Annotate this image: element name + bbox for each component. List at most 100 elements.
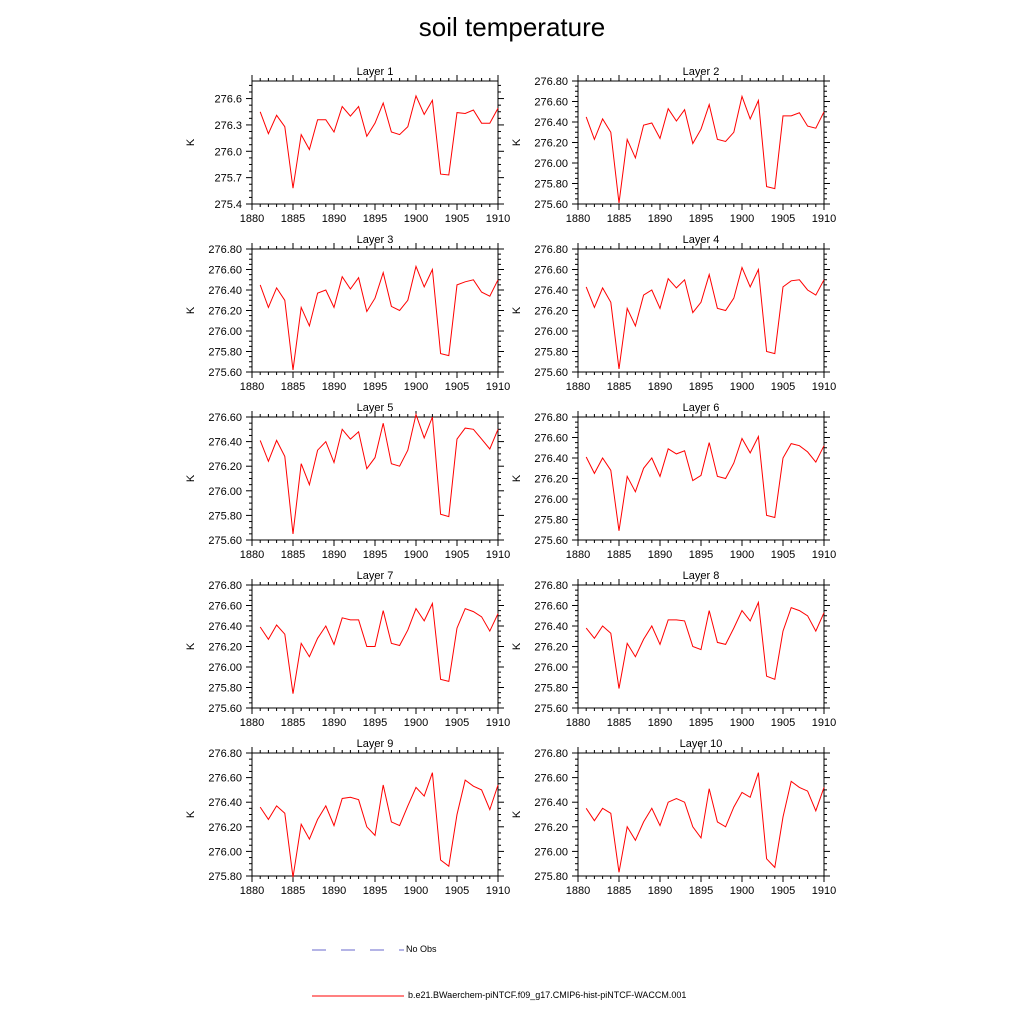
y-tick-label: 276.00 <box>208 486 242 498</box>
plot-frame-layer-5 <box>251 416 499 541</box>
x-tick-label: 1905 <box>771 381 795 393</box>
y-axis-label-layer-3: K <box>185 306 197 314</box>
plot-frame-layer-2 <box>577 80 825 205</box>
y-tick-label: 275.80 <box>534 179 568 191</box>
y-tick-label: 276.60 <box>208 265 242 277</box>
plot-frame-layer-4 <box>577 248 825 373</box>
y-tick-label: 276.60 <box>534 433 568 445</box>
y-axis-label-layer-7: K <box>185 642 197 650</box>
x-tick-label: 1910 <box>812 381 836 393</box>
y-tick-label: 276.80 <box>534 76 568 88</box>
series-line-layer-2 <box>585 94 825 204</box>
y-tick-label: 276.80 <box>534 748 568 760</box>
x-tick-label: 1880 <box>240 885 264 897</box>
panel-title-layer-8: Layer 8 <box>683 570 720 582</box>
plot-frame-layer-6 <box>577 416 825 541</box>
y-tick-label: 275.80 <box>208 510 242 522</box>
x-tick-label: 1885 <box>281 717 305 729</box>
y-tick-label: 276.60 <box>534 265 568 277</box>
plot-frame-layer-3 <box>251 248 499 373</box>
x-tick-label: 1890 <box>648 885 672 897</box>
panel-title-layer-7: Layer 7 <box>357 570 394 582</box>
plot-frame-layer-8 <box>577 584 825 709</box>
y-tick-label: 276.40 <box>208 797 242 809</box>
y-tick-label: 276.40 <box>208 437 242 449</box>
x-tick-label: 1905 <box>445 885 469 897</box>
y-tick-label: 276.40 <box>534 453 568 465</box>
y-tick-label: 276.20 <box>208 306 242 318</box>
panel-layer-9: Layer 9 K 1880 1885 1890 1895 1900 1905 1910 275.… <box>185 738 510 897</box>
y-tick-label: 276.60 <box>208 773 242 785</box>
plot-frame-layer-9 <box>251 752 499 877</box>
x-tick-label: 1895 <box>363 717 387 729</box>
panel-layer-1: Layer 1 K 1880 1885 1890 1895 1900 1905 1910 275.… <box>185 66 510 225</box>
y-tick-label: 275.80 <box>208 347 242 359</box>
x-tick-label: 1895 <box>689 381 713 393</box>
x-tick-label: 1895 <box>689 213 713 225</box>
series-line-layer-7 <box>259 601 499 694</box>
y-axis-label-layer-4: K <box>511 306 523 314</box>
x-tick-label: 1900 <box>730 381 754 393</box>
x-tick-label: 1880 <box>566 717 590 729</box>
series-line-layer-10 <box>585 772 825 873</box>
y-tick-label: 276.20 <box>534 474 568 486</box>
series-line-layer-6 <box>585 434 825 531</box>
y-tick-label: 276.40 <box>534 797 568 809</box>
y-tick-label: 276.20 <box>534 642 568 654</box>
x-tick-label: 1885 <box>281 381 305 393</box>
panel-layer-8: Layer 8 K 1880 1885 1890 1895 1900 1905 1910 275.… <box>511 570 836 729</box>
panel-layer-4: Layer 4 K 1880 1885 1890 1895 1900 1905 1910 275.… <box>511 234 836 393</box>
panel-title-layer-1: Layer 1 <box>357 66 394 78</box>
y-tick-label: 275.80 <box>208 871 242 883</box>
y-tick-label: 275.60 <box>208 367 242 379</box>
x-tick-label: 1880 <box>566 381 590 393</box>
x-tick-label: 1880 <box>566 213 590 225</box>
y-tick-label: 276.60 <box>534 601 568 613</box>
y-tick-label: 276.20 <box>534 822 568 834</box>
y-tick-label: 276.00 <box>534 326 568 338</box>
y-tick-label: 276.00 <box>534 662 568 674</box>
x-tick-label: 1900 <box>404 549 428 561</box>
x-tick-label: 1885 <box>281 885 305 897</box>
x-tick-label: 1910 <box>486 717 510 729</box>
x-tick-label: 1880 <box>240 381 264 393</box>
y-tick-label: 276.20 <box>208 822 242 834</box>
y-tick-label: 276.00 <box>534 846 568 858</box>
x-tick-label: 1910 <box>486 549 510 561</box>
x-tick-label: 1900 <box>404 717 428 729</box>
x-tick-label: 1910 <box>812 213 836 225</box>
x-tick-label: 1900 <box>730 549 754 561</box>
y-tick-label: 276.00 <box>208 326 242 338</box>
y-axis-label-layer-6: K <box>511 474 523 482</box>
y-axis-label-layer-1: K <box>185 138 197 146</box>
x-tick-label: 1900 <box>730 213 754 225</box>
x-tick-label: 1900 <box>730 717 754 729</box>
y-tick-label: 276.20 <box>534 138 568 150</box>
x-tick-label: 1885 <box>281 549 305 561</box>
series-line-layer-3 <box>259 264 499 371</box>
y-tick-label: 276.80 <box>208 748 242 760</box>
panel-layer-5: Layer 5 K 1880 1885 1890 1895 1900 1905 1910 275.… <box>185 402 510 561</box>
y-tick-label: 275.60 <box>534 199 568 211</box>
y-tick-label: 275.80 <box>534 347 568 359</box>
x-tick-label: 1900 <box>404 885 428 897</box>
y-tick-label: 276.00 <box>208 662 242 674</box>
panel-layer-2: Layer 2 K 1880 1885 1890 1895 1900 1905 1910 275.… <box>511 66 836 225</box>
panel-title-layer-2: Layer 2 <box>683 66 720 78</box>
x-tick-label: 1895 <box>363 885 387 897</box>
x-tick-label: 1910 <box>812 885 836 897</box>
x-tick-label: 1905 <box>445 381 469 393</box>
x-tick-label: 1900 <box>404 381 428 393</box>
y-tick-label: 276.60 <box>208 601 242 613</box>
y-tick-label: 276.0 <box>214 146 242 158</box>
y-tick-label: 276.40 <box>534 621 568 633</box>
x-tick-label: 1895 <box>689 885 713 897</box>
y-tick-label: 276.00 <box>534 494 568 506</box>
x-tick-label: 1895 <box>363 381 387 393</box>
series-line-layer-1 <box>259 94 499 189</box>
x-tick-label: 1905 <box>771 717 795 729</box>
y-tick-label: 276.6 <box>214 94 242 106</box>
x-tick-label: 1900 <box>404 213 428 225</box>
y-tick-label: 276.40 <box>534 117 568 129</box>
